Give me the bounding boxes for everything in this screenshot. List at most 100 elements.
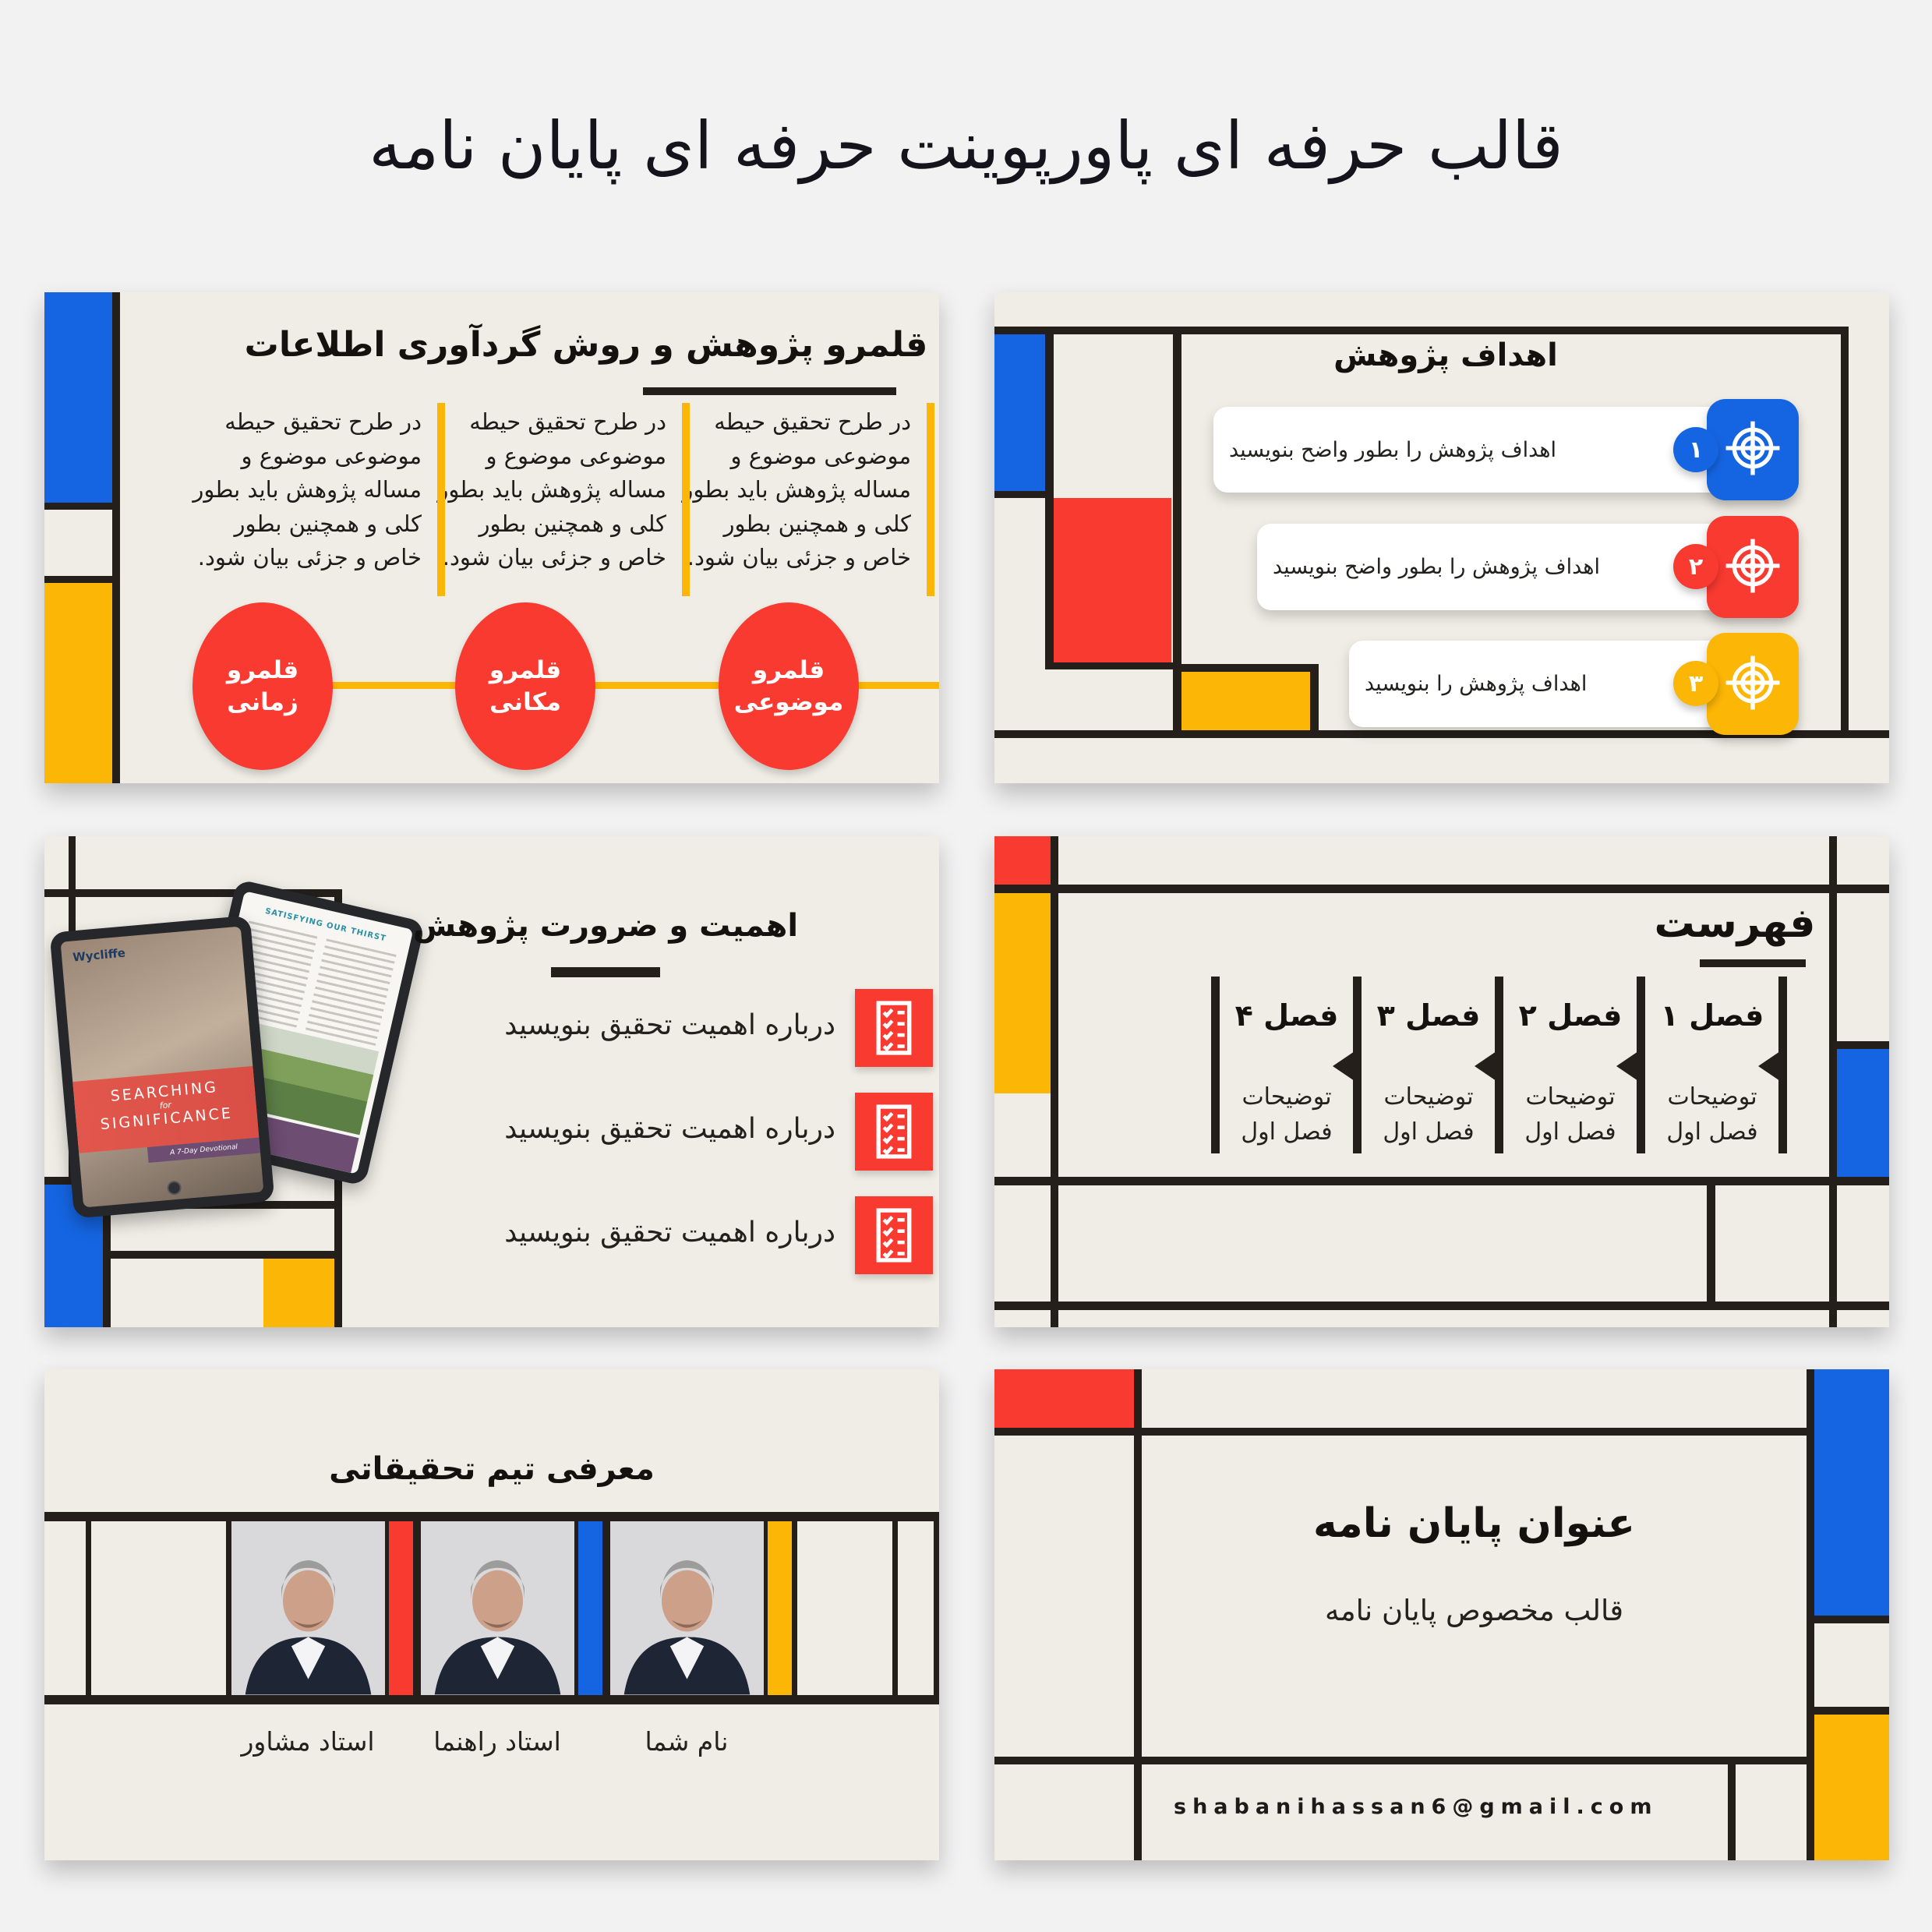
- tablet-brand: Wycliffe: [72, 945, 126, 965]
- band-empty-cell: [898, 1521, 934, 1695]
- circle-connector-line: [263, 682, 939, 689]
- chapter-desc: توضیحات فصل اول: [1524, 1083, 1616, 1146]
- scope-circle-place: قلمرو مکانی: [455, 602, 595, 770]
- mondrian-line: [1807, 1616, 1889, 1623]
- mondrian-line: [994, 327, 1849, 334]
- chapter-desc: توضیحات فصل اول: [1383, 1083, 1475, 1146]
- person-avatar: [421, 1521, 574, 1695]
- checklist-icon: [855, 989, 933, 1067]
- chapter-label: فصل ۱: [1660, 998, 1764, 1033]
- chevron-left-icon: [1475, 1051, 1496, 1081]
- mondrian-line: [1728, 1764, 1736, 1860]
- cover-title: عنوان پایان نامه: [1312, 1500, 1636, 1547]
- chapter-label: فصل ۳: [1376, 998, 1481, 1033]
- mondrian-line: [1051, 836, 1058, 1327]
- slide-importance: SATISFYING OUR THIRST Wycliffe SEARCHING…: [44, 836, 939, 1327]
- mondrian-line: [1707, 1185, 1715, 1302]
- title-underline-bar: [1700, 959, 1806, 967]
- chevron-left-icon: [1333, 1051, 1355, 1081]
- mondrian-line: [1045, 662, 1181, 669]
- member-photo: [231, 1521, 385, 1695]
- mondrian-line: [1807, 1369, 1814, 1860]
- mondrian-block: [1054, 498, 1171, 662]
- tablet-home-button: [166, 1180, 182, 1196]
- mondrian-line: [994, 1177, 1889, 1185]
- mondrian-line: [111, 1251, 334, 1259]
- mondrian-block: [263, 1259, 334, 1327]
- cover-email: shabanihassan6@gmail.com: [1174, 1795, 1658, 1819]
- scope-column-text: در طرح تحقیق حیطه موضوعی موضوع و مساله پ…: [192, 408, 422, 570]
- member-label: استاد مشاور: [241, 1726, 375, 1757]
- mondrian-line: [994, 491, 1045, 498]
- chapter-divider: [1778, 977, 1787, 1153]
- mondrian-line: [103, 1177, 111, 1327]
- column-divider-bar: [927, 403, 934, 596]
- checklist-icon: [855, 1093, 933, 1171]
- band-accent-bar: [578, 1521, 602, 1695]
- mondrian-block: [1814, 1369, 1889, 1616]
- slide-importance-title: اهمیت و ضرورت پژوهش: [412, 908, 799, 944]
- mondrian-line: [112, 292, 120, 783]
- scope-circle-subject: قلمرو موضوعی: [719, 602, 859, 770]
- page-title: قالب حرفه ای پاورپوینت حرفه ای پایان نام…: [369, 108, 1563, 184]
- goal-text: اهداف پژوهش را بطور واضح بنویسید: [1273, 555, 1601, 579]
- mondrian-block: [994, 1369, 1134, 1428]
- member-photo: [421, 1521, 574, 1695]
- mondrian-block: [994, 836, 1051, 885]
- chapter-label: فصل ۲: [1518, 998, 1623, 1033]
- mondrian-block: [1181, 672, 1310, 730]
- mondrian-line: [1829, 1041, 1889, 1049]
- person-avatar: [231, 1521, 385, 1695]
- mondrian-line: [1829, 836, 1837, 1327]
- goal-text: اهداف پژوهش را بنویسید: [1365, 672, 1588, 696]
- chapter-desc: توضیحات فصل اول: [1666, 1083, 1758, 1146]
- mondrian-line: [1134, 1369, 1142, 1860]
- slide-scope-title: قلمرو پژوهش و روش گردآوری اطلاعات: [244, 325, 928, 365]
- chapter-divider: [1353, 977, 1362, 1153]
- target-icon: [1723, 653, 1782, 715]
- column-divider-bar: [437, 403, 445, 596]
- mondrian-line: [44, 503, 112, 510]
- band-empty-cell: [91, 1521, 226, 1695]
- target-icon: [1723, 536, 1782, 599]
- mondrian-line: [44, 889, 339, 897]
- chapter-label: فصل ۴: [1234, 998, 1339, 1033]
- goal-number: ۲: [1673, 544, 1718, 589]
- band-accent-bar: [389, 1521, 413, 1695]
- mondrian-line: [1045, 327, 1054, 669]
- chapter-divider: [1637, 977, 1645, 1153]
- importance-row-text: درباره اهمیت تحقیق بنویسید: [504, 1009, 835, 1041]
- goal-number: ۱: [1673, 427, 1718, 472]
- mondrian-block: [1837, 1049, 1889, 1177]
- band-empty-cell: [797, 1521, 892, 1695]
- mondrian-block: [44, 583, 112, 783]
- slide-scope: قلمرو پژوهش و روش گردآوری اطلاعات در طرح…: [44, 292, 939, 783]
- band-accent-bar: [768, 1521, 792, 1695]
- mondrian-line: [994, 730, 1889, 738]
- mondrian-line: [44, 576, 112, 583]
- scope-circle-time: قلمرو زمانی: [192, 602, 333, 770]
- cover-subtitle: قالب مخصوص پایان نامه: [1324, 1594, 1624, 1627]
- mondrian-line: [1807, 1707, 1889, 1715]
- slide-toc-title: فهرست: [1654, 900, 1816, 947]
- person-avatar: [610, 1521, 764, 1695]
- target-icon: [1723, 419, 1782, 481]
- slide-toc: فهرست فصل ۱ توضیحات فصل اول فصل ۲ توضیحا…: [994, 836, 1889, 1327]
- mondrian-block: [994, 893, 1051, 1093]
- slide-cover: عنوان پایان نامه قالب مخصوص پایان نامه s…: [994, 1369, 1889, 1860]
- slide-team-title: معرفی تیم تحقیقاتی: [329, 1451, 655, 1487]
- member-label: نام شما: [645, 1726, 729, 1757]
- mondrian-block: [1814, 1715, 1889, 1860]
- mondrian-line: [1841, 327, 1849, 738]
- scope-column-text: در طرح تحقیق حیطه موضوعی موضوع و مساله پ…: [682, 408, 911, 570]
- goal-text: اهداف پژوهش را بطور واضح بنویسید: [1229, 437, 1557, 462]
- importance-row-text: درباره اهمیت تحقیق بنویسید: [504, 1217, 835, 1249]
- title-underline-bar: [551, 967, 660, 977]
- importance-row-text: درباره اهمیت تحقیق بنویسید: [504, 1113, 835, 1145]
- checklist-icon: [855, 1196, 933, 1274]
- mondrian-line: [1173, 327, 1181, 738]
- goal-icon-box: [1707, 516, 1799, 618]
- title-accent-bar: [643, 387, 896, 395]
- mondrian-line: [994, 1757, 1814, 1764]
